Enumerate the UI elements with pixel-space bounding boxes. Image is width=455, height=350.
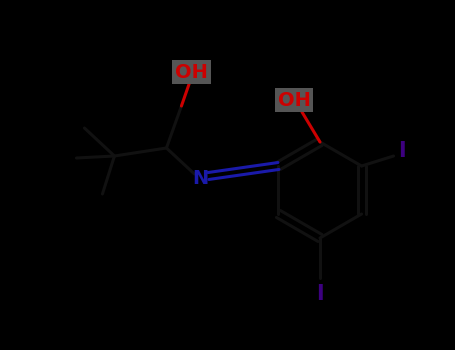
Text: I: I — [316, 284, 324, 304]
Text: OH: OH — [278, 91, 310, 110]
Text: N: N — [192, 168, 208, 188]
Text: OH: OH — [175, 63, 208, 82]
Text: I: I — [399, 141, 406, 161]
